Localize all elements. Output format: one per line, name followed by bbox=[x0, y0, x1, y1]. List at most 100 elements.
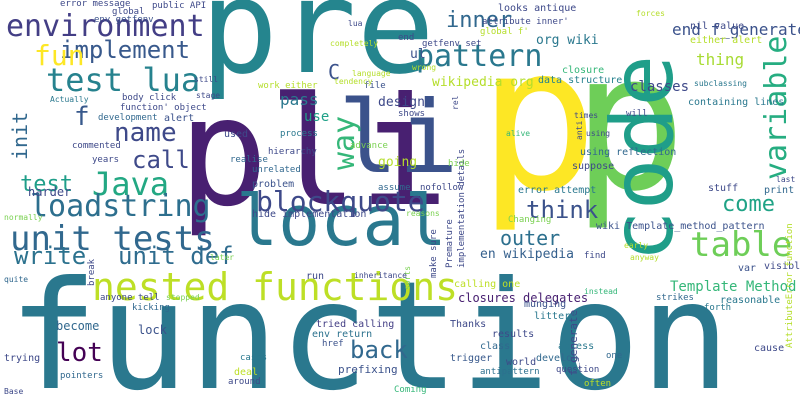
word: C bbox=[328, 60, 341, 84]
word: loadstring bbox=[30, 189, 211, 224]
word: reasons bbox=[406, 209, 440, 218]
word: stage bbox=[196, 91, 221, 100]
word: early bbox=[624, 241, 649, 250]
word: think bbox=[526, 196, 599, 224]
word: test bbox=[20, 172, 73, 197]
word: still bbox=[194, 75, 219, 84]
word: closure bbox=[562, 65, 605, 76]
word: hide bbox=[448, 159, 470, 169]
word: Changing bbox=[508, 215, 552, 225]
word: Thanks bbox=[450, 319, 487, 330]
word: language bbox=[352, 69, 391, 78]
word: around bbox=[228, 377, 261, 387]
word: tried calling bbox=[316, 319, 395, 330]
word: inheritance bbox=[354, 271, 407, 280]
word: unit def bbox=[118, 242, 234, 270]
word: development bbox=[98, 113, 158, 123]
word: body click bbox=[122, 93, 177, 103]
word: process bbox=[280, 129, 318, 139]
word: wrong bbox=[412, 63, 437, 72]
word: Template Method bbox=[670, 279, 797, 295]
word: Base bbox=[4, 387, 24, 396]
word: ul bbox=[410, 47, 426, 62]
word: will bbox=[626, 109, 648, 119]
word: class bbox=[480, 341, 511, 352]
word: anyone tell bbox=[100, 293, 160, 303]
word: deal bbox=[234, 367, 259, 378]
word: problem bbox=[252, 179, 295, 190]
word: break bbox=[87, 258, 97, 286]
word: work either bbox=[258, 81, 318, 91]
word: use bbox=[304, 109, 330, 125]
word: looks antique bbox=[498, 3, 577, 14]
word: init bbox=[8, 111, 32, 160]
word: normally bbox=[4, 213, 43, 222]
word: wiki Template_method_pattern bbox=[596, 221, 765, 232]
word: munging bbox=[524, 299, 567, 310]
word: years bbox=[92, 155, 120, 165]
word: often bbox=[584, 379, 612, 389]
word: error attempt bbox=[518, 185, 597, 196]
word: environment bbox=[6, 9, 205, 44]
word: develop bbox=[536, 353, 579, 364]
word: f bbox=[74, 102, 90, 132]
word: find bbox=[584, 251, 606, 261]
word: env getfenv bbox=[94, 15, 154, 25]
word: tendency bbox=[334, 77, 373, 86]
word: forth bbox=[704, 303, 732, 313]
word: org wiki bbox=[536, 33, 599, 48]
word: print bbox=[764, 185, 795, 196]
word: reasonable bbox=[720, 295, 781, 306]
word: one bbox=[606, 351, 623, 361]
word: Actually bbox=[50, 95, 89, 104]
word: public API bbox=[152, 1, 207, 11]
word: containing lines bbox=[688, 97, 785, 108]
word: pli bbox=[178, 66, 449, 240]
word: littered bbox=[534, 311, 583, 322]
word: table bbox=[690, 225, 793, 265]
word: pointers bbox=[60, 371, 104, 381]
word: call bbox=[132, 146, 190, 174]
word: closures delegates bbox=[458, 291, 589, 305]
word: alert bbox=[164, 113, 195, 124]
word: p bbox=[478, 3, 599, 236]
word: p bbox=[572, 12, 687, 233]
word: unit tests bbox=[10, 219, 215, 259]
word: end bbox=[398, 33, 415, 43]
word: going bbox=[378, 155, 418, 170]
word: suppose bbox=[572, 161, 615, 172]
word: lot bbox=[56, 338, 103, 368]
word: calling one bbox=[454, 279, 521, 290]
word: pre bbox=[200, 0, 435, 103]
word: used bbox=[224, 129, 249, 140]
word: classes bbox=[630, 79, 690, 95]
word: unrelated bbox=[252, 165, 301, 175]
word: nofollow bbox=[420, 183, 464, 193]
word: access bbox=[558, 341, 595, 352]
word: antipattern bbox=[480, 367, 540, 377]
word: design bbox=[378, 95, 425, 110]
word: kicking bbox=[132, 303, 170, 313]
word: outer bbox=[500, 226, 561, 250]
word: attribute inner' bbox=[482, 17, 569, 27]
word: hide implementation bbox=[252, 209, 367, 220]
word: Coming bbox=[394, 385, 427, 395]
word: using reflection bbox=[580, 147, 677, 158]
word: nil value bbox=[690, 21, 745, 32]
word: data structure bbox=[538, 75, 623, 86]
word: function bbox=[8, 250, 731, 400]
word: pattern bbox=[416, 39, 543, 74]
word: times bbox=[574, 111, 599, 120]
word: name bbox=[114, 118, 177, 148]
word: en wikipedia bbox=[480, 247, 574, 262]
word: thing bbox=[696, 50, 745, 69]
word: quite bbox=[4, 275, 29, 284]
word: alive bbox=[506, 129, 531, 138]
word: file bbox=[364, 81, 386, 91]
word: fun bbox=[34, 39, 85, 72]
word: implement bbox=[60, 36, 191, 64]
word: blockquote bbox=[256, 185, 425, 218]
word: trigger bbox=[450, 353, 493, 364]
word: back bbox=[350, 336, 408, 364]
